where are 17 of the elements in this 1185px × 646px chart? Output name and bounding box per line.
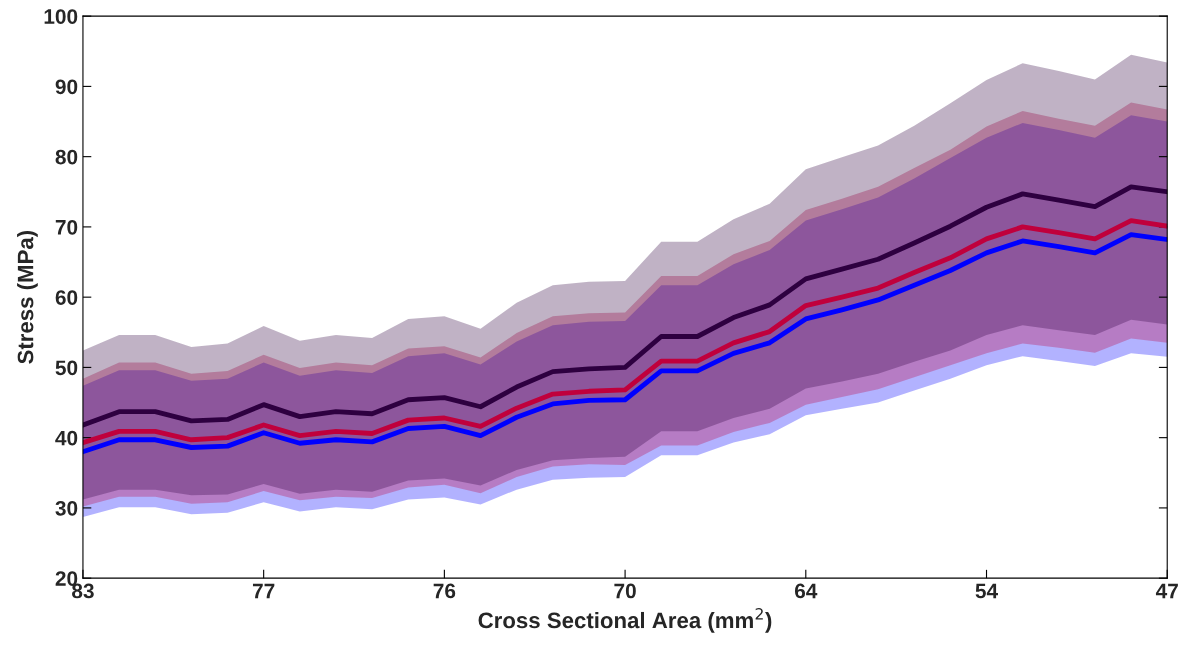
- x-axis-title: Cross Sectional Area (mm$^{2}$): [478, 608, 772, 633]
- y-axis-title: Stress (MPa): [17, 230, 38, 364]
- x-tick-label: 47: [1155, 583, 1178, 599]
- y-tick-label: 50: [55, 360, 78, 376]
- y-tick-label: 80: [55, 149, 78, 165]
- x-tick-label: 70: [614, 583, 636, 599]
- y-tick-label: 90: [55, 79, 78, 95]
- x-tick-label: 54: [975, 583, 998, 599]
- y-tick-label: 40: [55, 430, 78, 446]
- x-tick-label: 64: [794, 583, 818, 599]
- y-tick-label: 30: [55, 500, 78, 516]
- x-tick-label: 76: [433, 583, 456, 599]
- y-tick-label: 60: [55, 290, 78, 305]
- x-tick-label: 77: [252, 583, 275, 599]
- y-tick-label: 100: [44, 9, 78, 24]
- line-series: [82, 184, 1168, 428]
- y-tick-label: 70: [55, 219, 78, 235]
